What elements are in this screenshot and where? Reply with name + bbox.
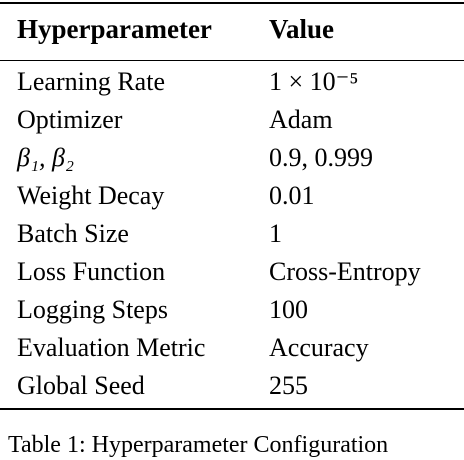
row-label: Learning Rate bbox=[17, 67, 165, 96]
table-row: Logging Steps 100 bbox=[0, 291, 464, 329]
row-label: Weight Decay bbox=[17, 181, 165, 210]
table-row: Evaluation Metric Accuracy bbox=[0, 329, 464, 367]
table-row: Global Seed 255 bbox=[0, 367, 464, 405]
row-value: 1 × 10⁻⁵ bbox=[269, 67, 359, 96]
row-value: Cross-Entropy bbox=[269, 257, 421, 286]
row-label: Logging Steps bbox=[17, 295, 168, 324]
row-value: 255 bbox=[269, 371, 308, 400]
row-label: Optimizer bbox=[17, 105, 123, 134]
table-row: Batch Size 1 bbox=[0, 215, 464, 253]
row-value: Accuracy bbox=[269, 333, 369, 362]
table-row: Weight Decay 0.01 bbox=[0, 177, 464, 215]
row-value: 0.01 bbox=[269, 181, 315, 210]
row-label: Global Seed bbox=[17, 371, 145, 400]
table-row: Optimizer Adam bbox=[0, 101, 464, 139]
table-bottom-rule bbox=[0, 408, 464, 410]
column-header-value: Value bbox=[269, 14, 335, 44]
row-value: 0.9, 0.999 bbox=[269, 143, 373, 172]
table-header-rule bbox=[0, 60, 464, 61]
table-top-rule bbox=[0, 2, 464, 4]
row-value: Adam bbox=[269, 105, 333, 134]
row-label: Loss Function bbox=[17, 257, 166, 286]
table-caption: Table 1: Hyperparameter Configuration bbox=[8, 432, 389, 458]
table-row: Loss Function Cross-Entropy bbox=[0, 253, 464, 291]
table-row: β₁, β₂ 0.9, 0.999 bbox=[0, 139, 464, 177]
row-value: 100 bbox=[269, 295, 308, 324]
row-label: Evaluation Metric bbox=[17, 333, 206, 362]
row-value: 1 bbox=[269, 219, 282, 248]
table-row: Learning Rate 1 × 10⁻⁵ bbox=[0, 63, 464, 101]
row-label: β₁, β₂ bbox=[17, 143, 74, 172]
row-label: Batch Size bbox=[17, 219, 129, 248]
column-header-hyperparameter: Hyperparameter bbox=[17, 14, 212, 44]
